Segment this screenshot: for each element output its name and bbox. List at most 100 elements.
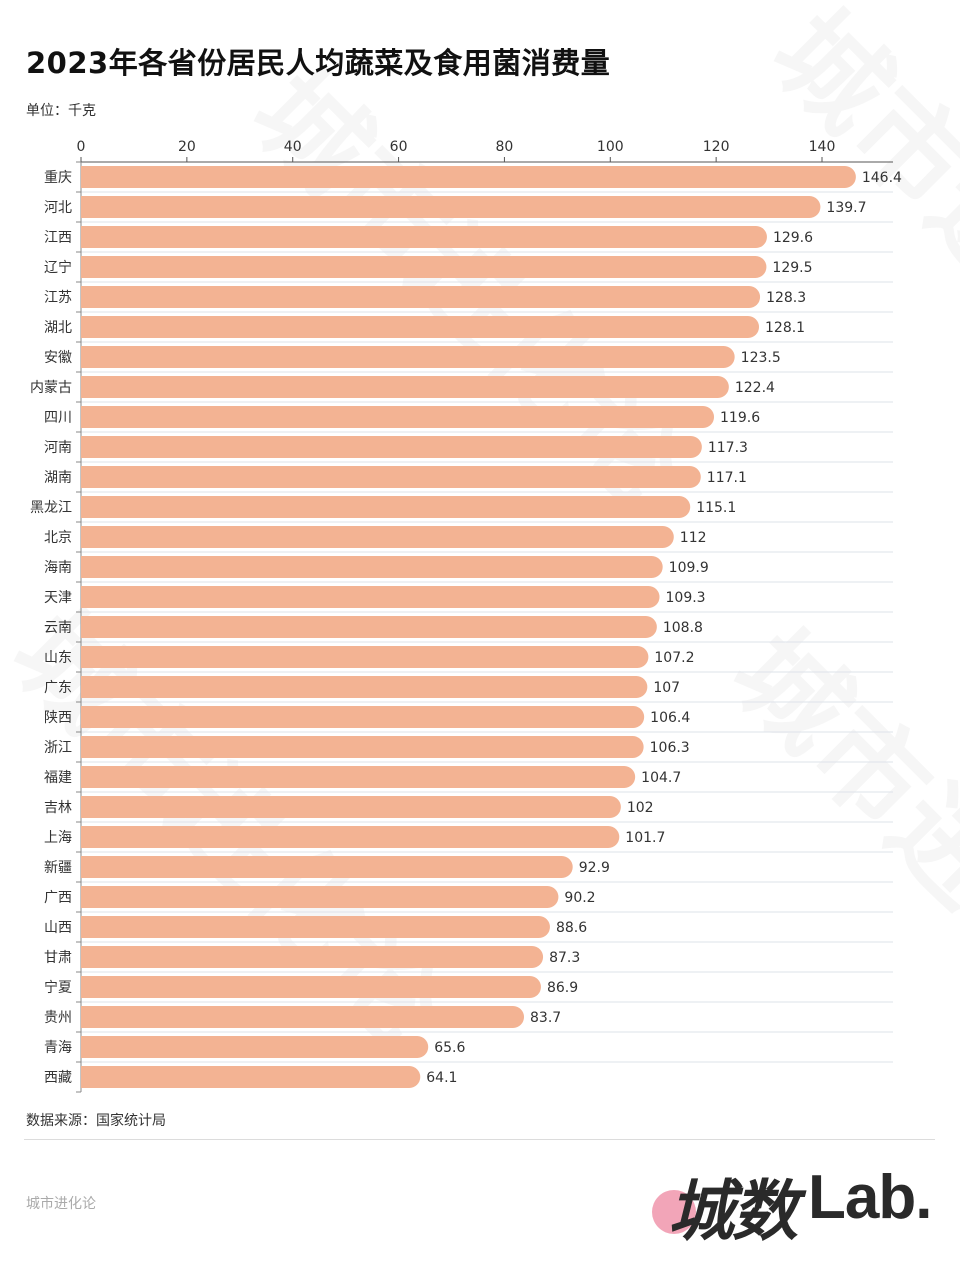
logo: 城数 Lab. [650,1158,950,1250]
bar [81,916,550,938]
bar [81,976,541,998]
bar [81,556,663,578]
bar [81,616,657,638]
bar [81,166,856,188]
bar [81,226,767,248]
category-label: 上海 [44,830,72,846]
value-label: 122.4 [735,380,775,396]
category-label: 浙江 [44,740,72,756]
chart-title: 2023年各省份居民人均蔬菜及食用菌消费量 [26,46,611,80]
unit-label: 单位：千克 [26,103,96,119]
category-label: 西藏 [44,1070,72,1086]
value-label: 104.7 [641,770,681,786]
value-label: 102 [627,800,654,816]
bar [81,736,644,758]
value-label: 65.6 [434,1040,465,1056]
value-label: 106.3 [650,740,690,756]
bar [81,766,636,788]
bar [81,796,621,818]
bar [81,496,691,518]
category-label: 内蒙古 [30,380,72,396]
category-label: 湖南 [44,470,72,486]
category-label: 河北 [44,200,72,216]
bar [81,946,544,968]
category-label: 安徽 [44,350,72,366]
value-label: 115.1 [696,500,736,516]
x-tick-label: 100 [597,139,624,155]
footer-divider [24,1139,935,1140]
bar [81,1066,421,1088]
category-label: 宁夏 [44,979,72,996]
value-label: 107 [653,680,680,696]
value-label: 83.7 [530,1010,561,1026]
category-label: 湖北 [44,320,72,336]
category-label: 河南 [44,440,72,456]
category-label: 云南 [44,620,72,636]
category-label: 海南 [44,560,72,576]
category-label: 广东 [44,680,72,696]
bar [81,196,821,218]
value-label: 88.6 [556,920,587,936]
x-tick-label: 140 [809,139,836,155]
category-label: 吉林 [44,800,72,816]
value-label: 117.1 [707,470,747,486]
category-label: 甘肃 [44,950,72,966]
category-label: 青海 [44,1040,72,1056]
value-label: 92.9 [579,860,610,876]
bar [81,886,559,908]
value-label: 112 [680,530,707,546]
value-label: 129.5 [772,260,812,276]
value-label: 108.8 [663,620,703,636]
bar [81,1036,429,1058]
value-label: 101.7 [625,830,665,846]
value-label: 109.9 [669,560,709,576]
value-label: 128.1 [765,320,805,336]
bar [81,706,645,728]
x-tick-label: 120 [703,139,730,155]
bar [81,586,660,608]
value-label: 106.4 [650,710,690,726]
category-label: 新疆 [44,860,72,876]
category-label: 天津 [44,590,72,606]
category-label: 福建 [44,770,72,786]
x-tick-label: 80 [496,139,514,155]
bar [81,316,760,338]
category-label: 重庆 [44,170,72,186]
logo-latin: Lab. [808,1163,932,1232]
x-tick-label: 20 [178,139,196,155]
bar [81,286,761,308]
category-label: 江苏 [44,290,72,306]
category-label: 北京 [44,530,72,546]
x-tick-label: 60 [390,139,408,155]
value-label: 90.2 [564,890,595,906]
brand-label: 城市进化论 [26,1196,96,1212]
value-label: 117.3 [708,440,748,456]
category-label: 广西 [44,890,72,906]
value-label: 109.3 [666,590,706,606]
value-label: 87.3 [549,950,580,966]
bar [81,436,702,458]
category-label: 山东 [44,650,72,666]
bar [81,376,729,398]
category-label: 贵州 [44,1010,72,1026]
category-label: 山西 [44,920,72,936]
category-label: 陕西 [44,710,72,726]
category-label: 黑龙江 [30,500,72,516]
bar [81,826,620,848]
value-label: 128.3 [766,290,806,306]
bar [81,646,649,668]
x-tick-label: 40 [284,139,302,155]
bar [81,526,674,548]
bar [81,1006,525,1028]
bar [81,856,573,878]
value-label: 139.7 [826,200,866,216]
x-tick-label: 0 [77,139,86,155]
source-label: 数据来源：国家统计局 [26,1113,166,1129]
value-label: 146.4 [862,170,902,186]
value-label: 86.9 [547,980,578,996]
logo-dot-icon [652,1190,696,1234]
bar [81,466,701,488]
value-label: 123.5 [741,350,781,366]
value-label: 107.2 [654,650,694,666]
logo-chinese: 城数 [668,1173,798,1250]
